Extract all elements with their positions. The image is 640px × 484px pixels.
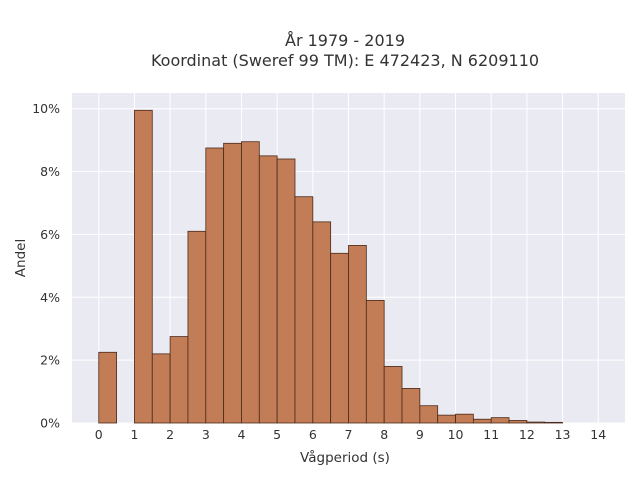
histogram-bar — [472, 418, 492, 424]
x-tick-label: 12 — [519, 427, 535, 442]
x-axis-ticks: 0 1 2 3 4 5 6 7 8 9 10 11 12 13 14 — [95, 427, 606, 442]
x-tick-label: 11 — [483, 427, 499, 442]
x-tick-label: 2 — [166, 427, 174, 442]
chart-title: År 1979 - 2019 — [285, 31, 405, 50]
histogram-bar — [134, 109, 153, 424]
x-tick-label: 10 — [448, 427, 464, 442]
y-tick-label: 8% — [40, 164, 60, 179]
histogram-bar — [508, 420, 528, 424]
histogram-bar — [365, 300, 385, 424]
y-tick-label: 4% — [40, 290, 60, 305]
histogram-bar — [544, 421, 563, 424]
histogram-bar — [526, 421, 546, 424]
histogram-bar — [348, 245, 367, 424]
grid-lines — [72, 93, 625, 424]
x-tick-label: 6 — [309, 427, 317, 442]
x-tick-label: 1 — [130, 427, 138, 442]
histogram-bar — [241, 141, 260, 424]
y-tick-label: 0% — [40, 416, 60, 431]
x-tick-label: 0 — [95, 427, 103, 442]
x-tick-label: 14 — [590, 427, 606, 442]
y-axis-ticks: 0% 2% 4% 6% 8% 10% — [32, 101, 60, 430]
histogram-bar — [401, 388, 421, 424]
x-tick-label: 4 — [237, 427, 245, 442]
histogram-bar — [455, 413, 474, 424]
histogram-bar — [205, 147, 225, 424]
y-tick-label: 10% — [32, 101, 60, 116]
histogram-bar — [276, 158, 296, 424]
histogram-bar — [330, 252, 349, 424]
histogram-bar — [98, 351, 117, 424]
histogram-bar — [169, 336, 189, 424]
chart-subtitle: Koordinat (Sweref 99 TM): E 472423, N 62… — [151, 51, 539, 70]
x-tick-label: 13 — [555, 427, 571, 442]
y-tick-label: 6% — [40, 227, 60, 242]
histogram-bar — [383, 366, 403, 424]
x-tick-label: 9 — [416, 427, 424, 442]
histogram-bar — [223, 142, 242, 424]
x-tick-label: 7 — [345, 427, 353, 442]
histogram-bar — [258, 155, 278, 424]
histogram-bar — [294, 196, 314, 424]
y-tick-label: 2% — [40, 353, 60, 368]
histogram-bar — [490, 417, 510, 424]
histogram-bars — [98, 109, 563, 424]
x-axis-label: Vågperiod (s) — [300, 449, 390, 466]
x-tick-label: 8 — [380, 427, 388, 442]
y-axis-label: Andel — [13, 239, 29, 277]
histogram-bar — [437, 414, 456, 424]
histogram-bar — [151, 353, 171, 424]
histogram-bar — [312, 221, 332, 424]
histogram-bar — [187, 230, 207, 424]
x-tick-label: 3 — [202, 427, 210, 442]
x-tick-label: 5 — [273, 427, 281, 442]
histogram-bar — [419, 405, 439, 424]
